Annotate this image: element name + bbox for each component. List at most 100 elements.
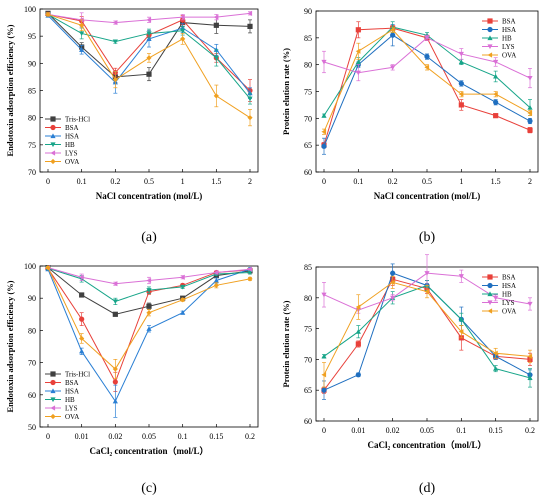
data-point — [112, 398, 118, 404]
y-tick-label: 75 — [304, 88, 312, 97]
data-point — [146, 288, 152, 293]
x-tick-label: 0.05 — [420, 426, 434, 435]
x-tick-label: 0.2 — [525, 426, 535, 435]
data-point — [247, 115, 253, 121]
y-tick-label: 100 — [24, 262, 36, 271]
data-point — [527, 127, 533, 133]
x-tick-label: 2 — [528, 177, 532, 186]
y-tick-label: 70 — [28, 359, 36, 368]
x-axis-label: NaCl concentration (mol/L) — [374, 191, 480, 201]
data-point — [112, 19, 118, 26]
panel-label: (c) — [141, 481, 157, 496]
legend-label: OVA — [502, 52, 516, 60]
x-tick-label: 2 — [248, 177, 252, 186]
series-lys — [45, 10, 253, 28]
x-tick-label: 0.02 — [108, 432, 122, 441]
data-point — [112, 311, 118, 317]
legend-label: HB — [502, 35, 512, 43]
data-point — [321, 59, 327, 65]
data-point — [79, 316, 85, 322]
data-point — [321, 353, 327, 359]
y-tick-label: 60 — [304, 168, 312, 177]
legend-marker — [50, 116, 56, 122]
series-lys — [321, 34, 533, 89]
legend-marker — [50, 413, 56, 420]
data-point — [458, 91, 464, 97]
y-tick-label: 80 — [304, 61, 312, 70]
y-tick-label: 70 — [304, 114, 312, 123]
legend-marker — [50, 379, 56, 386]
data-point — [180, 274, 185, 280]
data-point — [213, 55, 219, 61]
series-ova — [45, 11, 253, 127]
legend-marker — [50, 397, 56, 403]
x-axis-label: NaCl concentration (mol/L) — [96, 191, 202, 201]
y-tick-label: 80 — [28, 326, 36, 335]
legend-label: HSA — [65, 133, 79, 141]
legend-label: LYS — [65, 150, 78, 158]
data-point — [321, 129, 327, 135]
y-tick-label: 90 — [28, 294, 36, 303]
legend-marker — [50, 124, 56, 131]
series-lys — [45, 265, 253, 287]
y-tick-label: 85 — [304, 263, 312, 272]
series-ova — [321, 275, 533, 388]
legend-marker — [50, 150, 56, 156]
data-point — [180, 36, 186, 42]
legend-marker — [487, 274, 493, 280]
x-tick-label: 0 — [322, 426, 326, 435]
data-point — [112, 299, 118, 305]
data-point — [247, 23, 253, 29]
data-point — [247, 276, 253, 282]
legend-label: BSA — [502, 18, 516, 26]
panel-label: (a) — [141, 230, 157, 245]
y-tick-label: 100 — [24, 5, 36, 14]
data-point — [213, 277, 219, 283]
x-tick-label: 0.01 — [75, 432, 89, 441]
data-point — [146, 55, 152, 61]
legend-marker — [50, 133, 56, 139]
data-point — [146, 31, 152, 37]
legend-marker — [487, 282, 493, 289]
data-point — [321, 372, 327, 378]
data-point — [527, 110, 533, 116]
legend-marker — [487, 291, 493, 297]
data-point — [493, 73, 499, 79]
data-point — [180, 14, 185, 20]
legend-marker — [487, 35, 493, 41]
data-point — [321, 113, 327, 118]
chart-d: 60 65 70 75 80 85 0 0.01 0.02 0.05 0.1 0.15 0.2 CaCl₂… — [281, 254, 539, 496]
data-point — [112, 281, 118, 287]
data-point — [146, 310, 152, 316]
x-tick-label: 0.2 — [388, 177, 398, 186]
legend-label: Tris-HCl — [65, 116, 90, 124]
data-point — [424, 271, 430, 276]
legend-label: OVA — [502, 308, 516, 316]
legend-label: BSA — [65, 379, 79, 387]
x-tick-label: 0.5 — [144, 177, 154, 186]
data-point — [180, 297, 186, 303]
x-tick-label: 0.1 — [353, 177, 363, 186]
series-lys — [321, 254, 533, 314]
x-tick-label: 0.05 — [142, 432, 156, 441]
legend-label: HSA — [502, 26, 516, 34]
data-point — [112, 77, 118, 83]
data-point — [527, 105, 533, 110]
data-point — [45, 11, 51, 18]
data-point — [213, 14, 219, 20]
legend-label: HB — [65, 396, 75, 404]
data-point — [79, 47, 85, 52]
x-tick-label: 0.1 — [77, 177, 87, 186]
data-point — [355, 48, 361, 54]
x-tick-label: 1 — [459, 177, 463, 186]
data-point — [458, 51, 464, 57]
x-tick-label: 0 — [46, 177, 50, 186]
data-point — [321, 292, 327, 298]
data-point — [458, 316, 464, 322]
chart-a: 70 75 80 85 90 95 100 0 0.1 0.2 0.5 1 1.5 2 NaCl conce… — [5, 5, 259, 245]
legend-marker — [50, 158, 56, 165]
x-tick-label: 0.02 — [386, 426, 400, 435]
